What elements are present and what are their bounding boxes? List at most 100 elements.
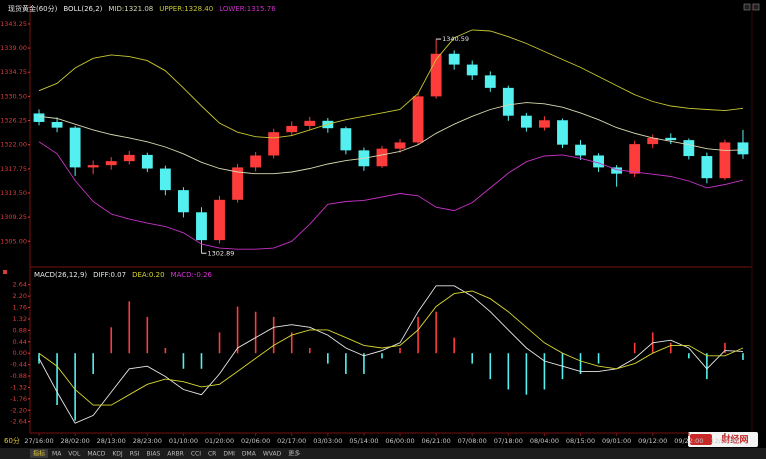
tab-bg xyxy=(143,449,164,458)
indicator-line xyxy=(38,102,744,175)
toolbar-tab[interactable]: DMI xyxy=(223,451,235,458)
x-tick-label: 02/17:00 xyxy=(277,437,306,445)
tab-bg xyxy=(109,449,126,458)
header-text: MACD(26,12,9) xyxy=(34,271,87,279)
candle-body xyxy=(141,154,153,169)
header-text: DEA:0.20 xyxy=(132,271,164,279)
header-text: DIFF:0.07 xyxy=(93,271,126,279)
candle-body xyxy=(304,120,316,126)
y-tick-label: 1.32 xyxy=(13,315,27,323)
candle-body xyxy=(575,144,586,156)
toolbar-tab[interactable]: MA xyxy=(52,451,62,458)
y-tick-label: 1305.00 xyxy=(0,237,27,245)
x-tick-label: 07/08:00 xyxy=(458,437,487,445)
toolbar-tab[interactable]: ARBR xyxy=(167,451,184,458)
candle-body xyxy=(376,148,388,167)
candle-body xyxy=(701,156,713,179)
candle-body xyxy=(87,165,99,168)
toolbar xyxy=(0,448,766,459)
y-tick-label: -2.20 xyxy=(10,406,27,414)
tab-bg xyxy=(65,449,84,458)
y-tick-label: 1.76 xyxy=(13,304,27,312)
watermark: 财经网 xyxy=(720,434,748,446)
x-tick-label: 01/10:00 xyxy=(169,437,198,445)
high-label: 1340.59 xyxy=(442,35,469,43)
tab-bg xyxy=(187,449,204,458)
tab-bg xyxy=(238,449,259,458)
toolbar-tab[interactable]: VOL xyxy=(68,451,81,458)
x-tick-label: 08/04:00 xyxy=(530,437,559,445)
y-tick-label: -0.44 xyxy=(10,361,27,369)
y-tick-label: -1.32 xyxy=(10,383,27,391)
candle-body xyxy=(196,212,207,241)
y-tick-label: 1313.50 xyxy=(0,189,27,197)
tab-bg xyxy=(285,449,304,458)
header-text: BOLL(26,2) xyxy=(63,5,102,13)
x-tick-label: 28/13:00 xyxy=(97,437,126,445)
x-tick-label: 05/14:00 xyxy=(349,437,378,445)
tab-bg xyxy=(84,449,109,458)
x-tick-label: 07/18:00 xyxy=(494,437,523,445)
candle-body xyxy=(105,161,117,166)
candle-body xyxy=(51,121,63,128)
candle-body xyxy=(268,132,280,156)
window-button[interactable] xyxy=(752,3,760,11)
toolbar-tab[interactable]: CCI xyxy=(191,451,201,458)
y-tick-label: 1326.25 xyxy=(0,117,27,125)
candle-body xyxy=(719,142,731,179)
candle-body xyxy=(737,142,749,155)
x-tick-label: 08/15:00 xyxy=(566,437,595,445)
candle-body xyxy=(286,125,298,133)
toolbar-tab[interactable]: RSI xyxy=(130,451,140,458)
y-tick-label: 2.64 xyxy=(13,281,27,289)
y-tick-label: 1317.75 xyxy=(0,165,27,173)
y-tick-label: 0.88 xyxy=(13,326,27,334)
candle-body xyxy=(214,199,225,241)
tab-bg xyxy=(126,449,143,458)
header-text: UPPER:1328.40 xyxy=(159,5,213,13)
candle-body xyxy=(232,167,243,200)
x-tick-label: 09/22:00 xyxy=(674,437,703,445)
candle-body xyxy=(69,127,81,168)
x-tick-label: 01/20:00 xyxy=(205,437,234,445)
window-button[interactable] xyxy=(743,3,751,11)
tab-bg xyxy=(164,449,187,458)
header-text: LOWER:1315.76 xyxy=(219,5,276,13)
candle-body xyxy=(340,128,352,151)
y-tick-label: 1330.50 xyxy=(0,92,27,100)
tab-bg xyxy=(259,449,285,458)
header-text: MID:1321.08 xyxy=(108,5,153,13)
candle-body xyxy=(33,113,45,122)
candle-body xyxy=(178,190,189,213)
toolbar-tab[interactable]: CR xyxy=(208,451,216,458)
panel-icon xyxy=(3,270,7,274)
toolbar-tab[interactable]: KDJ xyxy=(112,451,123,458)
tab-bg xyxy=(49,449,65,458)
y-tick-label: 1339.00 xyxy=(0,44,27,52)
y-tick-label: 2.20 xyxy=(13,292,27,300)
x-tick-label: 28/23:00 xyxy=(133,437,162,445)
candle-body xyxy=(683,140,695,157)
candle-body xyxy=(250,155,262,168)
candle-body xyxy=(448,53,460,65)
x-tick-label: 06/21:00 xyxy=(422,437,451,445)
x-tick-label: 09/01:00 xyxy=(602,437,631,445)
candle-body xyxy=(394,142,406,149)
y-tick-label: 1309.25 xyxy=(0,213,27,221)
x-tick-label: 28/02:00 xyxy=(61,437,90,445)
toolbar-tab[interactable]: 指标 xyxy=(33,450,45,458)
toolbar-tab[interactable]: MACD xyxy=(87,451,105,458)
tab-bg xyxy=(220,449,238,458)
toolbar-tab[interactable]: WVAD xyxy=(263,451,282,458)
period-label[interactable]: 60分 xyxy=(4,436,20,445)
indicator-line xyxy=(38,29,744,139)
toolbar-tab[interactable]: DMA xyxy=(242,451,257,458)
y-tick-label: 1322.00 xyxy=(0,141,27,149)
x-tick-label: 27/16:00 xyxy=(24,437,53,445)
x-tick-label: 12/08:00 xyxy=(710,437,739,445)
toolbar-tab[interactable]: 更多 xyxy=(288,450,300,458)
header-text: MACD:-0.26 xyxy=(171,271,213,279)
toolbar-tab[interactable]: BIAS xyxy=(146,451,160,458)
candle-body xyxy=(539,120,550,128)
